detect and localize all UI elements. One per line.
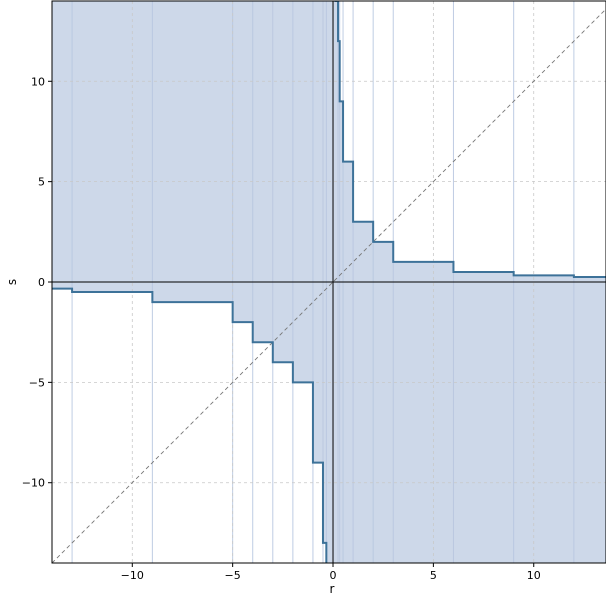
x-tick-label: −5	[225, 569, 241, 582]
y-tick-label: −5	[29, 376, 45, 389]
x-tick-label: 10	[527, 569, 541, 582]
boundary-line-lower	[52, 287, 328, 563]
y-axis-label: s	[5, 279, 19, 285]
y-tick-label: 10	[31, 75, 45, 88]
x-tick-label: −10	[121, 569, 144, 582]
shaded-region-lower-right	[333, 282, 606, 563]
y-tick-label: 5	[38, 176, 45, 189]
boundary-line-upper	[334, 1, 606, 278]
y-tick-label: −10	[22, 477, 45, 490]
y-tick-label: 0	[38, 276, 45, 289]
x-tick-label: 0	[330, 569, 337, 582]
x-tick-label: 5	[430, 569, 437, 582]
x-axis-label: r	[330, 582, 335, 596]
